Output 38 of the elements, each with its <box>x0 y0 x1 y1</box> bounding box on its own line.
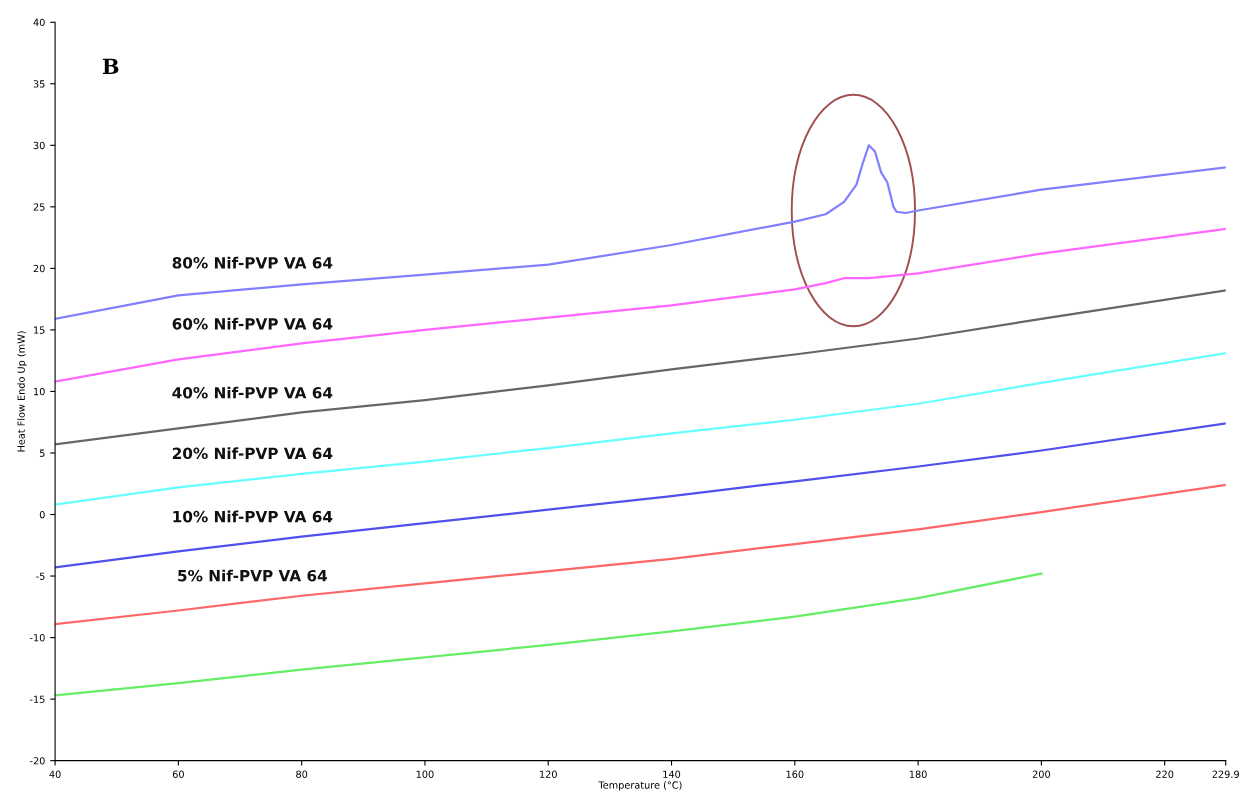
line-series <box>55 289 1226 446</box>
x-tick-label: 40 <box>49 770 61 778</box>
x-tick-label: 120 <box>540 770 557 778</box>
x-tick-label: 220 <box>1156 770 1174 778</box>
series-label: 10% Nif-PVP VA 64 <box>173 510 333 523</box>
x-tick-label: 200 <box>1032 770 1051 778</box>
y-tick-label: 35 <box>33 80 45 88</box>
y-tick-label: 25 <box>33 203 45 211</box>
x-tick-label: 80 <box>296 770 308 778</box>
y-tick-label: -10 <box>29 634 45 642</box>
x-tick-label: 140 <box>663 770 681 778</box>
y-tick-label: 15 <box>34 326 45 334</box>
line-series <box>55 483 1226 626</box>
y-axis-title: Heat Flow Endo Up (mW) <box>17 331 27 452</box>
y-tick-label: -20 <box>29 757 45 765</box>
series-label: 40% Nif-PVP VA 64 <box>172 386 333 399</box>
y-tick-label: -15 <box>29 695 45 703</box>
line-series <box>55 352 1226 506</box>
y-tick-label: 10 <box>34 387 45 396</box>
y-tick-label: 30 <box>33 141 45 150</box>
annotation: B <box>102 58 119 74</box>
series-label: 20% Nif-PVP VA 64 <box>172 447 333 460</box>
y-tick-label: 40 <box>33 18 45 27</box>
x-tick-label: 160 <box>786 770 804 778</box>
line-series <box>55 422 1226 569</box>
x-tick-label: 60 <box>172 770 184 778</box>
series-label: 5% Nif-PVP VA 64 <box>178 569 328 582</box>
line-series <box>55 227 1226 383</box>
y-tick-label: 20 <box>33 264 45 273</box>
series-label: 80% Nif-PVP VA 64 <box>172 256 333 269</box>
y-tick-label: -5 <box>36 572 45 580</box>
series-label: 60% Nif-PVP VA 64 <box>172 317 333 330</box>
x-tick-label: 229.9 <box>1212 770 1239 778</box>
y-tick-label: 0 <box>39 510 45 519</box>
x-tick-label: 180 <box>909 770 927 778</box>
y-tick-label: 5 <box>39 449 45 457</box>
x-tick-label: 100 <box>416 770 434 778</box>
x-axis-title: Temperature (°C) <box>598 781 682 791</box>
